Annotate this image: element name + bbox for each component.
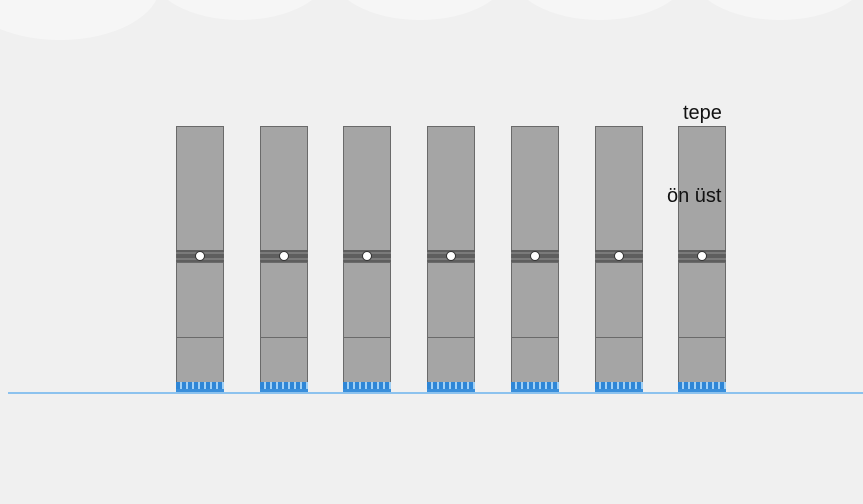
post-lower-segment bbox=[678, 337, 726, 383]
post-middle-segment bbox=[343, 262, 391, 338]
post-7[interactable] bbox=[678, 126, 726, 394]
post-middle-segment bbox=[260, 262, 308, 338]
post-upper-segment bbox=[511, 126, 559, 252]
label-top: tepe bbox=[683, 102, 722, 124]
pivot-handle[interactable] bbox=[195, 251, 205, 261]
post-feet bbox=[511, 382, 559, 392]
watermark-arc bbox=[150, 0, 330, 20]
post-5[interactable] bbox=[511, 126, 559, 394]
post-upper-segment bbox=[427, 126, 475, 252]
watermark-arc bbox=[690, 0, 863, 20]
post-lower-segment bbox=[595, 337, 643, 383]
post-feet bbox=[343, 382, 391, 392]
post-middle-segment bbox=[595, 262, 643, 338]
post-lower-segment bbox=[343, 337, 391, 383]
watermark-arc bbox=[510, 0, 690, 20]
pivot-handle[interactable] bbox=[614, 251, 624, 261]
ground-line bbox=[8, 392, 863, 394]
post-2[interactable] bbox=[260, 126, 308, 394]
post-lower-segment bbox=[427, 337, 475, 383]
post-3[interactable] bbox=[343, 126, 391, 394]
pivot-handle[interactable] bbox=[530, 251, 540, 261]
watermark-arc bbox=[330, 0, 510, 20]
post-middle-segment bbox=[678, 262, 726, 338]
post-feet bbox=[176, 382, 224, 392]
pivot-handle[interactable] bbox=[279, 251, 289, 261]
post-lower-segment bbox=[176, 337, 224, 383]
post-feet bbox=[595, 382, 643, 392]
post-feet bbox=[427, 382, 475, 392]
post-1[interactable] bbox=[176, 126, 224, 394]
post-upper-segment bbox=[176, 126, 224, 252]
watermark-arc bbox=[0, 0, 160, 40]
pivot-handle[interactable] bbox=[697, 251, 707, 261]
post-feet bbox=[260, 382, 308, 392]
post-middle-segment bbox=[511, 262, 559, 338]
pivot-handle[interactable] bbox=[362, 251, 372, 261]
post-lower-segment bbox=[260, 337, 308, 383]
post-upper-segment bbox=[260, 126, 308, 252]
post-upper-segment bbox=[343, 126, 391, 252]
post-6[interactable] bbox=[595, 126, 643, 394]
post-lower-segment bbox=[511, 337, 559, 383]
post-middle-segment bbox=[176, 262, 224, 338]
post-upper-segment bbox=[678, 126, 726, 252]
pivot-handle[interactable] bbox=[446, 251, 456, 261]
post-4[interactable] bbox=[427, 126, 475, 394]
post-middle-segment bbox=[427, 262, 475, 338]
post-upper-segment bbox=[595, 126, 643, 252]
post-feet bbox=[678, 382, 726, 392]
label-front-top: ön üst bbox=[667, 185, 722, 207]
